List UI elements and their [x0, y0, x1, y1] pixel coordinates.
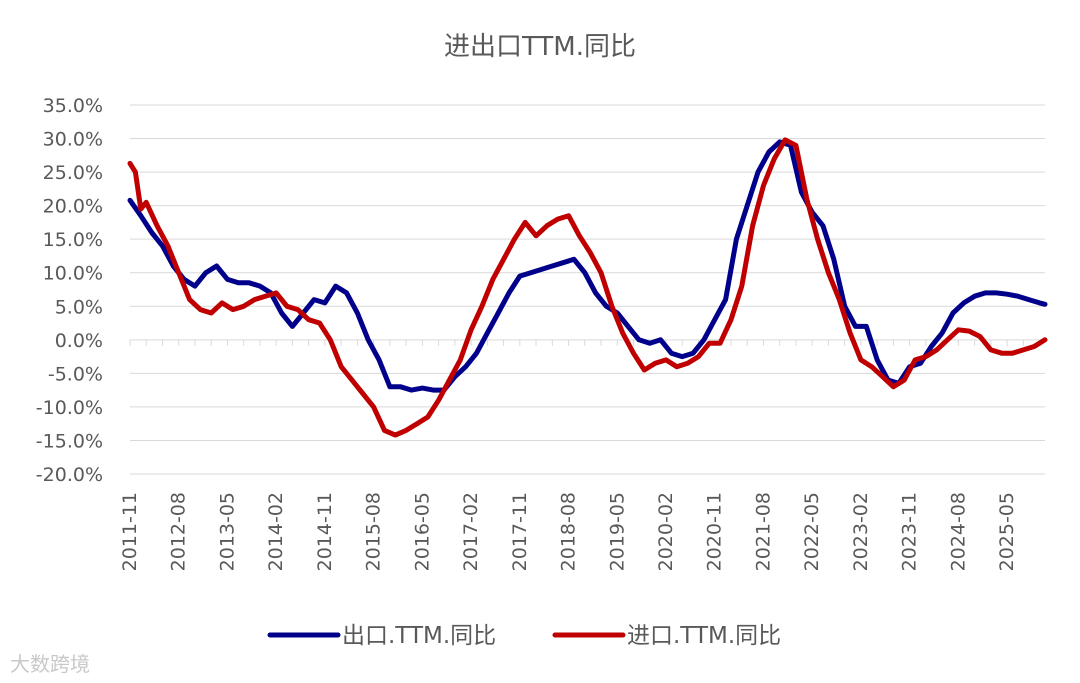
legend-label: 出口.TTM.同比	[342, 623, 496, 649]
x-tick-label: 2014-02	[265, 492, 287, 571]
y-tick-label: -20.0%	[36, 464, 103, 486]
x-tick-label: 2021-08	[752, 492, 774, 571]
x-tick-label: 2013-05	[216, 492, 238, 571]
x-tick-label: 2017-11	[509, 492, 531, 571]
y-tick-label: 5.0%	[55, 296, 103, 318]
series-line-1	[127, 139, 1048, 393]
y-tick-label: 0.0%	[55, 330, 103, 352]
x-tick-label: 2020-11	[704, 492, 726, 571]
y-tick-label: 35.0%	[43, 95, 103, 117]
x-tick-label: 2020-02	[655, 492, 677, 571]
x-tick-label: 2015-08	[363, 492, 385, 571]
x-tick-label: 2018-08	[558, 492, 580, 571]
x-tick-label: 2022-05	[801, 492, 823, 571]
y-tick-label: -10.0%	[36, 397, 103, 419]
x-tick-label: 2023-11	[899, 492, 921, 571]
chart-title: 进出口TTM.同比	[444, 32, 636, 62]
x-tick-label: 2012-08	[168, 492, 190, 571]
x-tick-label: 2023-02	[850, 492, 872, 571]
x-tick-label: 2024-08	[947, 492, 969, 571]
watermark: 大数跨境	[10, 652, 90, 676]
legend: 出口.TTM.同比 进口.TTM.同比	[267, 623, 781, 649]
y-tick-label: 10.0%	[43, 263, 103, 285]
series-lines	[127, 137, 1048, 438]
y-axis-ticks: 35.0% 30.0% 25.0% 20.0% 15.0% 10.0% 5.0% 0.0% -5…	[36, 95, 103, 486]
x-tick-label: 2011-11	[119, 492, 141, 571]
x-axis-ticks: 2011-11 2012-08 2013-05 2014-02 2014-11 2015-…	[119, 492, 1018, 571]
x-tick-label: 2019-05	[606, 492, 628, 571]
y-tick-label: 15.0%	[43, 229, 103, 251]
x-tick-label: 2016-05	[411, 492, 433, 571]
y-tick-label: 30.0%	[43, 129, 103, 151]
series-line-2	[127, 137, 1048, 438]
x-tick-label: 2025-05	[996, 492, 1018, 571]
x-tick-label: 2014-11	[314, 492, 336, 571]
y-tick-label: 20.0%	[43, 196, 103, 218]
y-tick-label: -5.0%	[48, 363, 103, 385]
y-tick-label: 25.0%	[43, 162, 103, 184]
x-tick-label: 2017-02	[460, 492, 482, 571]
y-tick-label: -15.0%	[36, 430, 103, 452]
legend-label: 进口.TTM.同比	[627, 623, 781, 649]
